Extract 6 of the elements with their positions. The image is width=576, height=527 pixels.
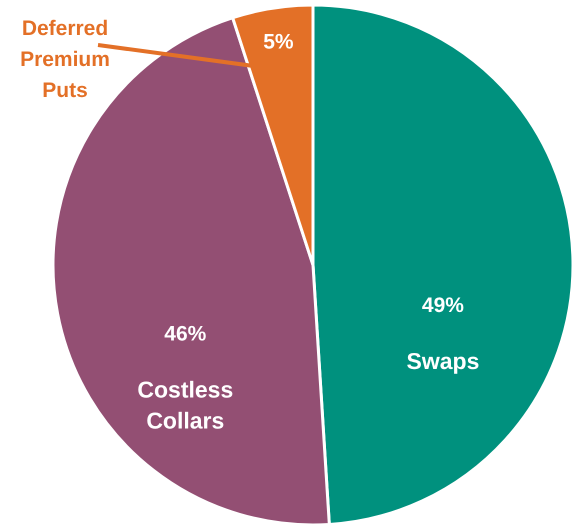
data-label: 5% bbox=[263, 30, 294, 54]
data-label: 49% bbox=[422, 294, 464, 317]
slice-label: Swaps bbox=[406, 348, 480, 374]
slice-label: Costless Collars bbox=[137, 376, 234, 434]
slice-label: Deferred Premium Puts bbox=[20, 17, 110, 102]
data-label: 46% bbox=[164, 322, 207, 346]
